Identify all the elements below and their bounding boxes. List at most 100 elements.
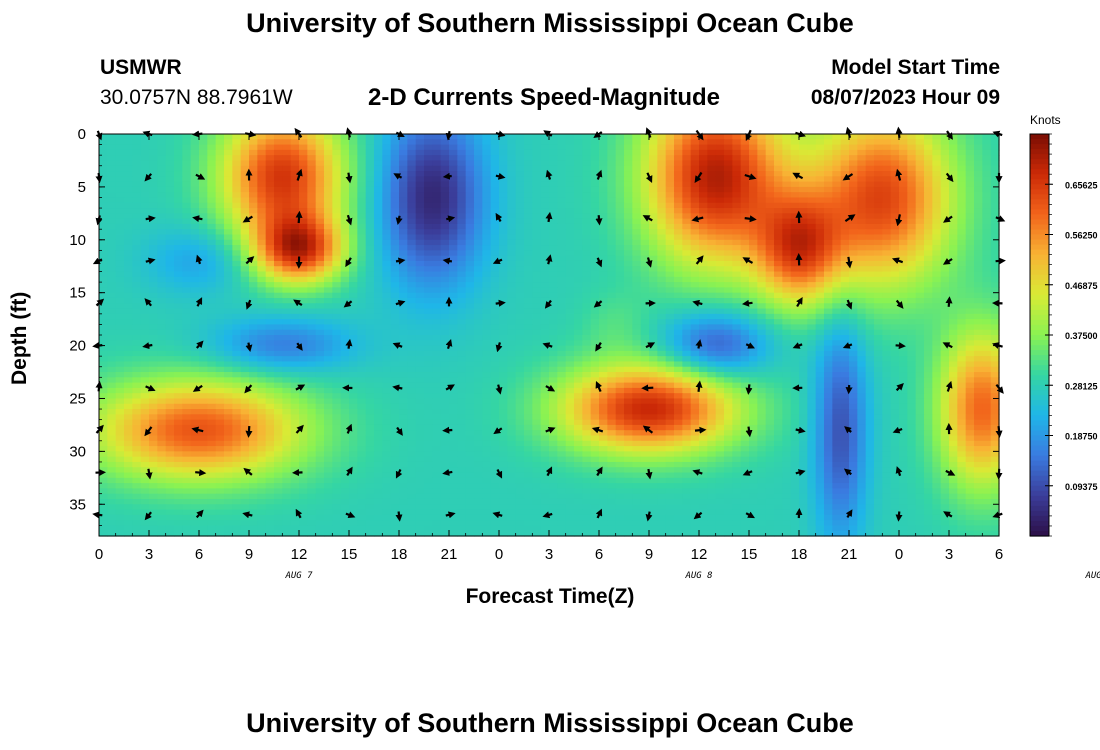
heatmap-cell (632, 239, 642, 246)
heatmap-cell (982, 144, 992, 151)
heatmap-cell (265, 213, 275, 220)
heatmap-cell (107, 134, 117, 140)
heatmap-cell (432, 155, 442, 162)
heatmap-cell (324, 160, 333, 167)
heatmap-cell (557, 356, 567, 363)
heatmap-cell (632, 134, 642, 140)
heatmap-cell (890, 171, 900, 177)
heatmap-cell (590, 192, 600, 199)
heatmap-cell (124, 245, 133, 251)
heatmap-cell (632, 366, 642, 373)
heatmap-cell (490, 297, 500, 304)
heatmap-cell (240, 319, 250, 326)
heatmap-cell (407, 319, 417, 326)
heatmap-cell (932, 356, 942, 363)
heatmap-cell (607, 297, 617, 304)
heatmap-cell (324, 276, 333, 283)
heatmap-cell (524, 361, 533, 368)
heatmap-cell (599, 266, 608, 273)
heatmap-cell (115, 313, 125, 320)
heatmap-cell (899, 276, 908, 283)
heatmap-cell (624, 245, 633, 251)
heatmap-cell (224, 282, 233, 288)
heatmap-cell (274, 335, 283, 341)
heatmap-cell (799, 245, 808, 251)
heatmap-cell (657, 234, 667, 241)
heatmap-cell (682, 202, 692, 209)
heatmap-cell (407, 292, 417, 299)
heatmap-cell (907, 171, 917, 177)
heatmap-cell (165, 176, 175, 183)
heatmap-cell (874, 271, 883, 278)
heatmap-cell (807, 134, 817, 140)
heatmap-cell (799, 213, 808, 220)
heatmap-cell (649, 149, 658, 156)
heatmap-cell (632, 260, 642, 267)
heatmap-cell (449, 366, 458, 373)
heatmap-cell (899, 292, 908, 299)
heatmap-cell (990, 271, 1000, 278)
heatmap-cell (315, 229, 325, 236)
heatmap-cell (374, 329, 383, 336)
heatmap-cell (365, 292, 375, 299)
heatmap-cell (290, 250, 300, 257)
heatmap-cell (457, 213, 467, 220)
heatmap-cell (824, 250, 833, 257)
heatmap-cell (924, 223, 933, 230)
heatmap-cell (599, 149, 608, 156)
heatmap-cell (440, 276, 450, 283)
heatmap-cell (690, 139, 700, 146)
heatmap-cell (157, 202, 167, 209)
heatmap-cell (299, 319, 308, 326)
heatmap-cell (232, 313, 242, 320)
heatmap-cell (490, 356, 500, 363)
heatmap-cell (382, 208, 392, 214)
heatmap-cell (499, 356, 508, 363)
heatmap-cell (340, 181, 350, 188)
heatmap-cell (615, 361, 625, 368)
heatmap-cell (482, 324, 492, 331)
heatmap-cell (915, 171, 925, 177)
heatmap-cell (674, 366, 683, 373)
heatmap-cell (857, 297, 867, 304)
heatmap-cell (840, 213, 850, 220)
heatmap-cell (857, 260, 867, 267)
heatmap-cell (682, 345, 692, 352)
heatmap-cell (874, 313, 883, 320)
heatmap-cell (590, 186, 600, 193)
heatmap-cell (415, 165, 425, 172)
heatmap-cell (982, 260, 992, 267)
heatmap-cell (165, 160, 175, 167)
heatmap-cell (615, 287, 625, 294)
heatmap-cell (207, 144, 217, 151)
heatmap-cell (124, 287, 133, 294)
heatmap-cell (357, 213, 367, 220)
heatmap-cell (199, 139, 208, 146)
heatmap-cell (290, 181, 300, 188)
heatmap-cell (907, 176, 917, 183)
heatmap-cell (424, 335, 433, 341)
heatmap-cell (640, 218, 650, 225)
heatmap-cell (274, 255, 283, 262)
heatmap-cell (415, 218, 425, 225)
heatmap-cell (715, 350, 725, 357)
heatmap-cell (224, 181, 233, 188)
heatmap-cell (174, 324, 183, 331)
heatmap-cell (365, 186, 375, 193)
heatmap-cell (399, 181, 408, 188)
heatmap-cell (415, 297, 425, 304)
heatmap-cell (140, 202, 150, 209)
heatmap-cell (640, 260, 650, 267)
heatmap-cell (107, 223, 117, 230)
heatmap-cell (890, 197, 900, 204)
heatmap-cell (157, 345, 167, 352)
heatmap-cell (474, 171, 483, 177)
heatmap-cell (374, 340, 383, 347)
heatmap-cell (240, 144, 250, 151)
heatmap-cell (857, 245, 867, 251)
heatmap-cell (465, 197, 475, 204)
heatmap-cell (907, 239, 917, 246)
heatmap-cell (499, 245, 508, 251)
heatmap-cell (465, 245, 475, 251)
heatmap-cell (132, 218, 142, 225)
